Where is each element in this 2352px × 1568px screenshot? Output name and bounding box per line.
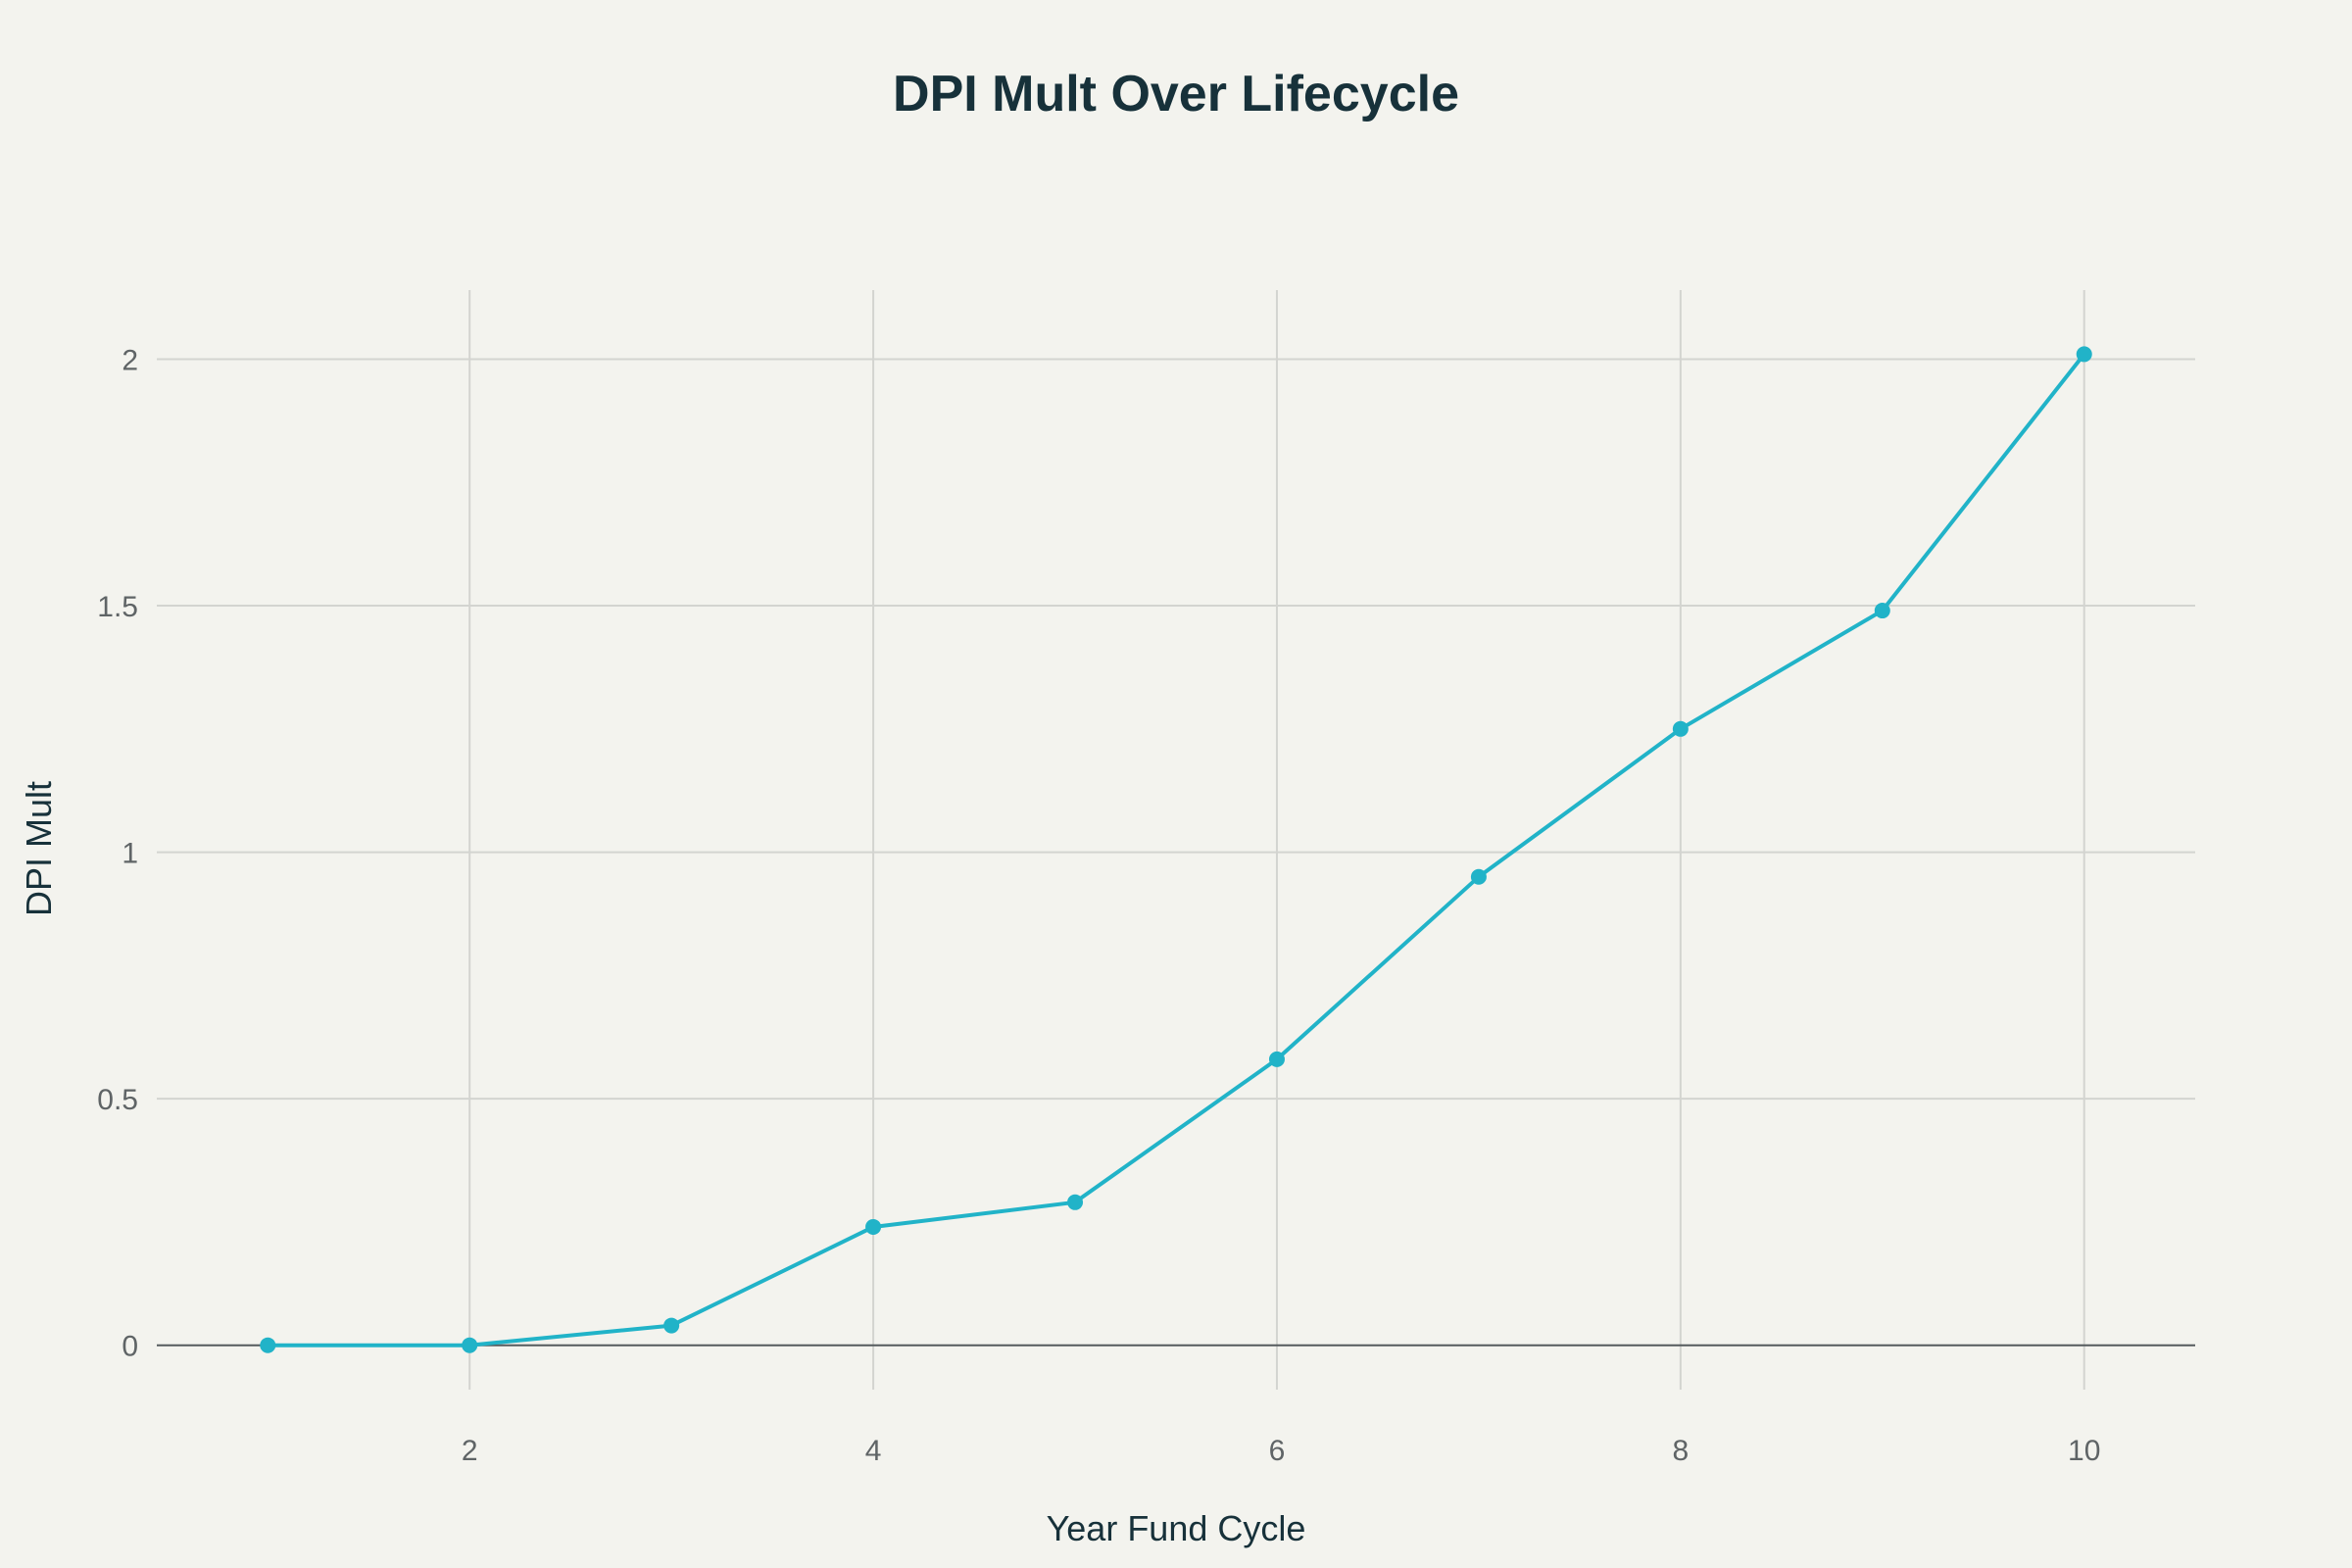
x-tick-label: 4 bbox=[865, 1435, 882, 1467]
x-tick-label: 8 bbox=[1673, 1435, 1690, 1467]
x-tick-label: 2 bbox=[462, 1435, 478, 1467]
data-point[interactable] bbox=[1067, 1194, 1084, 1210]
y-tick-label: 1.5 bbox=[97, 591, 138, 623]
axes: 2 4 6 8 10 0 0.5 1 1.5 2 bbox=[97, 344, 2195, 1467]
x-tick-label: 10 bbox=[2068, 1435, 2100, 1467]
data-point[interactable] bbox=[260, 1337, 276, 1353]
y-tick-label: 0 bbox=[122, 1331, 138, 1363]
data-point[interactable] bbox=[1672, 720, 1689, 737]
x-axis-title: Year Fund Cycle bbox=[1047, 1508, 1306, 1548]
data-point[interactable] bbox=[1470, 868, 1487, 885]
y-tick-label: 1 bbox=[122, 838, 138, 870]
data-point[interactable] bbox=[663, 1317, 680, 1334]
series-line bbox=[266, 352, 2086, 1348]
series bbox=[260, 346, 2092, 1353]
data-point[interactable] bbox=[2076, 346, 2092, 363]
chart-title: DPI Mult Over Lifecycle bbox=[893, 66, 1459, 122]
data-point[interactable] bbox=[865, 1218, 882, 1235]
data-point[interactable] bbox=[1874, 603, 1890, 619]
x-tick-label: 6 bbox=[1269, 1435, 1286, 1467]
grid bbox=[157, 290, 2195, 1390]
data-point[interactable] bbox=[1268, 1051, 1285, 1067]
y-tick-label: 2 bbox=[122, 344, 138, 376]
y-axis-title: DPI Mult bbox=[19, 781, 59, 916]
labels: DPI Mult Over Lifecycle Year Fund Cycle … bbox=[19, 66, 1459, 1548]
data-point[interactable] bbox=[462, 1337, 478, 1353]
y-tick-label: 0.5 bbox=[97, 1084, 138, 1116]
